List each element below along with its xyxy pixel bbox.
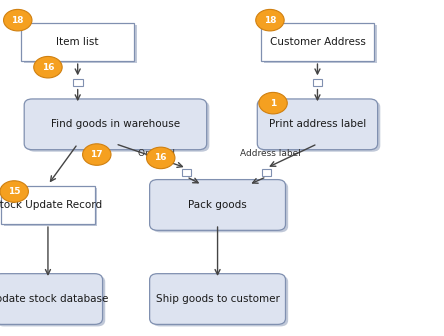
Text: 16: 16 <box>155 154 167 162</box>
FancyBboxPatch shape <box>152 181 288 233</box>
FancyBboxPatch shape <box>0 274 103 325</box>
Bar <box>262 169 271 176</box>
Text: 18: 18 <box>264 16 276 25</box>
FancyBboxPatch shape <box>1 185 95 224</box>
FancyBboxPatch shape <box>152 276 288 327</box>
Circle shape <box>256 9 284 31</box>
Text: Pack goods: Pack goods <box>188 200 247 210</box>
Circle shape <box>4 9 32 31</box>
Text: 15: 15 <box>8 187 20 196</box>
Text: Order Id: Order Id <box>138 149 174 158</box>
FancyBboxPatch shape <box>150 274 285 325</box>
Text: 16: 16 <box>42 63 54 72</box>
Circle shape <box>83 144 111 165</box>
FancyBboxPatch shape <box>260 101 380 152</box>
FancyBboxPatch shape <box>150 179 285 230</box>
Text: 18: 18 <box>12 16 24 25</box>
FancyBboxPatch shape <box>257 99 377 150</box>
Text: Customer Address: Customer Address <box>270 37 365 47</box>
Text: Ship goods to customer: Ship goods to customer <box>156 294 279 304</box>
Circle shape <box>259 92 287 114</box>
Text: 17: 17 <box>91 150 103 159</box>
FancyBboxPatch shape <box>0 276 105 327</box>
Circle shape <box>34 56 62 78</box>
FancyBboxPatch shape <box>24 25 137 64</box>
FancyBboxPatch shape <box>261 23 374 61</box>
Text: 1: 1 <box>270 99 276 108</box>
Text: Find goods in warehouse: Find goods in warehouse <box>51 119 180 129</box>
FancyBboxPatch shape <box>24 99 206 150</box>
Text: Stock Update Record: Stock Update Record <box>0 200 103 210</box>
Circle shape <box>147 147 175 169</box>
FancyBboxPatch shape <box>27 101 209 152</box>
Bar <box>73 79 83 86</box>
FancyBboxPatch shape <box>21 23 134 61</box>
Text: Address label: Address label <box>240 149 301 158</box>
Bar <box>313 79 322 86</box>
Text: Print address label: Print address label <box>269 119 366 129</box>
Bar <box>182 169 191 176</box>
Circle shape <box>0 181 28 202</box>
Text: Item list: Item list <box>56 37 99 47</box>
Text: Update stock database: Update stock database <box>0 294 108 304</box>
FancyBboxPatch shape <box>4 187 97 226</box>
FancyBboxPatch shape <box>263 25 377 64</box>
